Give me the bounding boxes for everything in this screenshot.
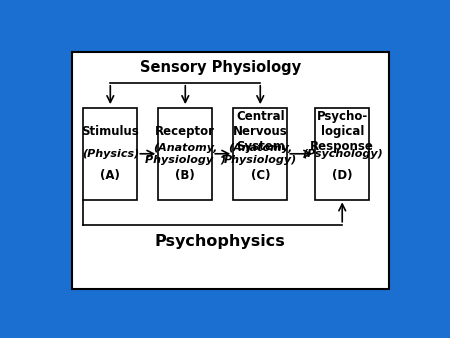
Text: Psychophysics: Psychophysics xyxy=(155,234,286,249)
Text: Stimulus: Stimulus xyxy=(81,125,139,138)
Text: (D): (D) xyxy=(332,169,352,183)
FancyBboxPatch shape xyxy=(83,107,137,200)
FancyBboxPatch shape xyxy=(233,107,287,200)
Text: (Psychology): (Psychology) xyxy=(302,149,382,159)
FancyBboxPatch shape xyxy=(72,52,389,289)
Text: (Physics): (Physics) xyxy=(82,149,139,159)
Text: Receptor: Receptor xyxy=(155,125,215,138)
Text: (A): (A) xyxy=(100,169,120,183)
FancyBboxPatch shape xyxy=(158,107,212,200)
Text: (B): (B) xyxy=(176,169,195,183)
Text: Psycho-
logical
Response: Psycho- logical Response xyxy=(310,110,374,153)
FancyBboxPatch shape xyxy=(315,107,369,200)
Text: (Anatomy,
Physiology): (Anatomy, Physiology) xyxy=(224,143,297,165)
Text: Central
Nervous
System: Central Nervous System xyxy=(233,110,288,153)
Text: (C): (C) xyxy=(251,169,270,183)
Text: (Anatomy,
Physiology  ): (Anatomy, Physiology ) xyxy=(145,143,226,165)
Text: Sensory Physiology: Sensory Physiology xyxy=(140,60,301,75)
